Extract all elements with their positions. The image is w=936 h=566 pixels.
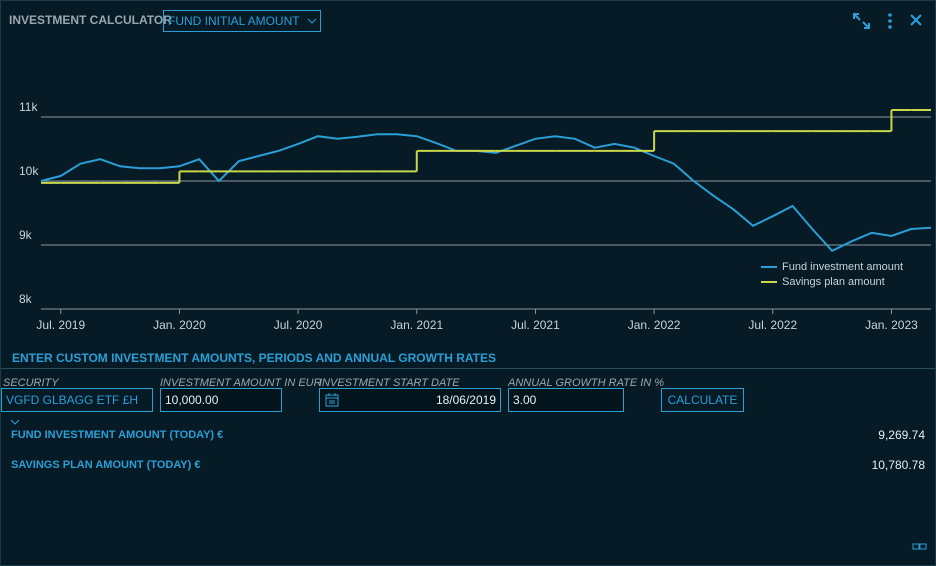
security-select[interactable]: VGFD GLBAGG ETF £H <box>1 388 153 425</box>
x-tick-label: Jul. 2019 <box>36 318 85 332</box>
calculate-button[interactable]: CALCULATE <box>661 388 744 412</box>
legend-label: Fund investment amount <box>782 261 903 273</box>
y-tick-label: 9k <box>19 228 33 242</box>
chevron <box>307 18 317 24</box>
field-label: ANNUAL GROWTH RATE IN % <box>508 377 665 389</box>
field-value: 3.00 <box>513 393 537 407</box>
chart: 8k 9k 10k 11k Jul. 2019 Jan. 2020 Jul. 2020 Jan… <box>19 100 932 332</box>
menu-icon[interactable] <box>888 13 892 29</box>
field-label: INVESTMENT AMOUNT IN EUR <box>160 377 322 389</box>
result-label: SAVINGS PLAN AMOUNT (TODAY) € <box>11 459 201 471</box>
x-tick-label: Jul. 2020 <box>274 318 323 332</box>
widget-title: INVESTMENT CALCULATOR <box>9 13 172 27</box>
mode-dropdown[interactable]: FUND INITIAL AMOUNT <box>163 10 321 32</box>
x-tick-label: Jan. 2021 <box>390 318 443 332</box>
field-value: 10,000.00 <box>165 393 219 407</box>
expand-icon[interactable] <box>853 13 870 29</box>
legend-label: Savings plan amount <box>782 276 885 288</box>
close-icon[interactable] <box>910 14 922 26</box>
x-tick-label: Jul. 2022 <box>748 318 797 332</box>
mode-value: FUND INITIAL AMOUNT <box>168 14 300 28</box>
field-value: 18/06/2019 <box>435 393 496 407</box>
x-tick-label: Jan. 2023 <box>865 318 918 332</box>
y-tick-label: 8k <box>19 292 33 306</box>
y-tick-label: 10k <box>19 164 39 178</box>
calendar-icon[interactable] <box>325 393 339 407</box>
link-icon[interactable] <box>912 542 928 552</box>
amount-input[interactable]: 10,000.00 <box>160 388 282 412</box>
rate-input[interactable]: 3.00 <box>508 388 624 412</box>
x-tick-label: Jan. 2022 <box>628 318 681 332</box>
x-tick-label: Jul. 2021 <box>511 318 560 332</box>
separator <box>1 368 935 369</box>
date-input[interactable]: 18/06/2019 <box>319 388 501 412</box>
result-value: 10,780.78 <box>871 458 925 472</box>
field-label: INVESTMENT START DATE <box>319 377 460 389</box>
x-tick-label: Jan. 2020 <box>153 318 206 332</box>
window-controls <box>853 13 922 29</box>
chevron <box>10 419 20 425</box>
result-label: FUND INVESTMENT AMOUNT (TODAY) € <box>11 429 224 441</box>
field-value: VGFD GLBAGG ETF £H <box>6 393 139 407</box>
result-value: 9,269.74 <box>878 428 925 442</box>
form-heading: ENTER CUSTOM INVESTMENT AMOUNTS, PERIODS… <box>12 351 497 365</box>
y-tick-label: 11k <box>19 100 38 114</box>
field-label: SECURITY <box>3 377 59 389</box>
